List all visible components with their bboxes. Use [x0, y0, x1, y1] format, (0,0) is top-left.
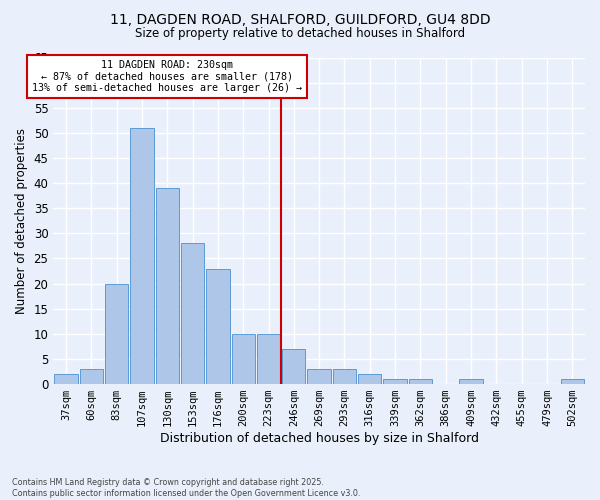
Bar: [232, 334, 255, 384]
Bar: [130, 128, 154, 384]
Text: 11, DAGDEN ROAD, SHALFORD, GUILDFORD, GU4 8DD: 11, DAGDEN ROAD, SHALFORD, GUILDFORD, GU…: [110, 12, 490, 26]
Y-axis label: Number of detached properties: Number of detached properties: [15, 128, 28, 314]
Bar: [105, 284, 128, 384]
Bar: [282, 349, 305, 384]
Text: Size of property relative to detached houses in Shalford: Size of property relative to detached ho…: [135, 28, 465, 40]
Text: 11 DAGDEN ROAD: 230sqm
← 87% of detached houses are smaller (178)
13% of semi-de: 11 DAGDEN ROAD: 230sqm ← 87% of detached…: [32, 60, 302, 93]
Text: Contains HM Land Registry data © Crown copyright and database right 2025.
Contai: Contains HM Land Registry data © Crown c…: [12, 478, 361, 498]
Bar: [409, 379, 432, 384]
Bar: [307, 369, 331, 384]
Bar: [257, 334, 280, 384]
Bar: [383, 379, 407, 384]
Bar: [333, 369, 356, 384]
Bar: [155, 188, 179, 384]
Bar: [181, 244, 204, 384]
Bar: [80, 369, 103, 384]
Bar: [560, 379, 584, 384]
Bar: [206, 268, 230, 384]
Bar: [358, 374, 382, 384]
Bar: [460, 379, 483, 384]
X-axis label: Distribution of detached houses by size in Shalford: Distribution of detached houses by size …: [160, 432, 479, 445]
Bar: [55, 374, 77, 384]
